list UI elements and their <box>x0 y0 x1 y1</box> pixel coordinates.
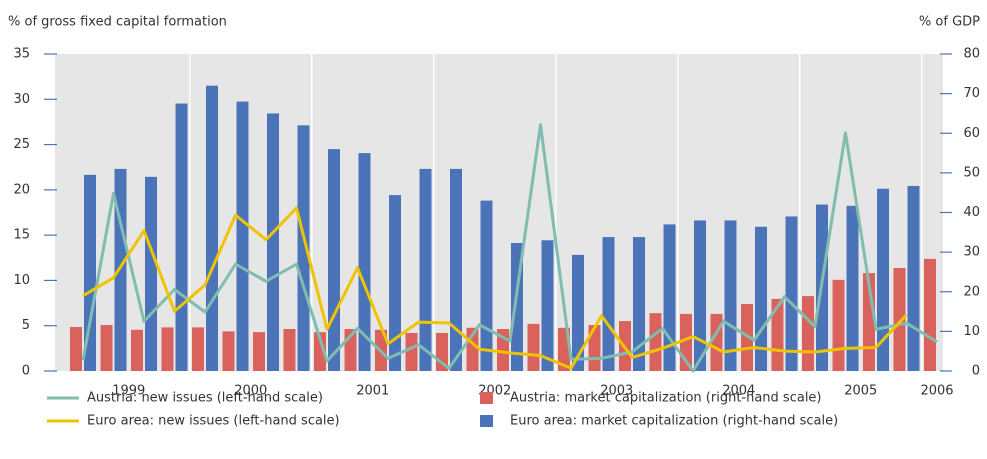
bar <box>832 279 845 371</box>
bar <box>710 313 723 371</box>
y2-tick-label: 20 <box>963 284 980 299</box>
bar <box>222 331 235 371</box>
bar <box>192 327 204 371</box>
bar <box>328 149 340 371</box>
y-tick-label: 10 <box>13 273 30 288</box>
bar <box>314 332 326 371</box>
line <box>82 206 908 370</box>
y2-tick-label: 60 <box>963 126 980 141</box>
bar <box>114 168 127 371</box>
y2-tick-label: 40 <box>963 205 980 220</box>
bar <box>405 332 418 371</box>
y2-tick-label: 30 <box>963 245 980 260</box>
bar <box>161 327 174 371</box>
x-tick-label: 2006 <box>920 384 953 399</box>
bar <box>893 267 906 371</box>
bar <box>283 328 296 371</box>
y2-tick-label: 50 <box>963 165 980 180</box>
bar <box>145 176 157 371</box>
bar <box>694 220 706 371</box>
bar <box>602 237 615 371</box>
legend-swatch <box>480 392 493 404</box>
legend-label: Austria: new issues (left-hand scale) <box>87 391 323 406</box>
bar <box>541 240 554 371</box>
y2-tick-label: 0 <box>972 364 980 379</box>
bar <box>771 298 784 371</box>
x-tick-label: 2004 <box>722 384 755 399</box>
bar <box>724 220 737 371</box>
y-tick-label: 5 <box>22 318 30 333</box>
bar <box>785 216 798 371</box>
bar <box>206 85 218 371</box>
legend-label: Austria: market capitalization (right-ha… <box>510 391 822 406</box>
y-tick-label: 25 <box>13 137 30 152</box>
legend-swatch <box>480 415 493 427</box>
x-tick-label: 2005 <box>844 384 877 399</box>
y2-tick-label: 10 <box>963 324 980 339</box>
x-tick-label: 2003 <box>600 384 633 399</box>
bar <box>663 224 676 371</box>
bar <box>527 323 540 371</box>
y-tick-label: 20 <box>13 182 30 197</box>
x-tick-label: 1999 <box>112 384 145 399</box>
bar <box>419 168 432 371</box>
legend-label: Euro area: new issues (left-hand scale) <box>87 414 340 429</box>
bar <box>236 101 249 372</box>
y-tick-label: 15 <box>13 228 30 243</box>
bar <box>175 103 188 371</box>
bar <box>802 296 814 371</box>
bar <box>100 325 113 371</box>
bar <box>877 188 889 371</box>
bar <box>358 153 371 371</box>
line <box>81 123 938 373</box>
bar <box>588 325 601 371</box>
bar <box>297 125 310 371</box>
bar <box>70 327 82 371</box>
x-tick-label: 2001 <box>356 384 389 399</box>
bar <box>649 313 662 371</box>
y2-axis-label: % of GDP <box>919 15 980 30</box>
bar <box>389 195 401 371</box>
bar <box>633 237 645 371</box>
bar <box>253 332 265 371</box>
y-tick-label: 30 <box>13 92 30 107</box>
bar <box>924 258 936 371</box>
x-tick-label: 2000 <box>234 384 267 399</box>
legend-label: Euro area: market capitalization (right-… <box>510 414 838 429</box>
bar <box>84 174 96 371</box>
bar <box>480 200 493 371</box>
bar <box>572 254 584 371</box>
y-axis-label: % of gross fixed capital formation <box>8 15 227 30</box>
y-tick-label: 0 <box>22 364 30 379</box>
bar <box>846 205 859 371</box>
bar <box>450 168 462 371</box>
y2-tick-label: 70 <box>963 86 980 101</box>
y2-tick-label: 80 <box>963 47 980 62</box>
bar <box>267 113 279 371</box>
bar <box>131 329 143 371</box>
y-tick-label: 35 <box>13 47 30 62</box>
bar <box>907 185 920 371</box>
